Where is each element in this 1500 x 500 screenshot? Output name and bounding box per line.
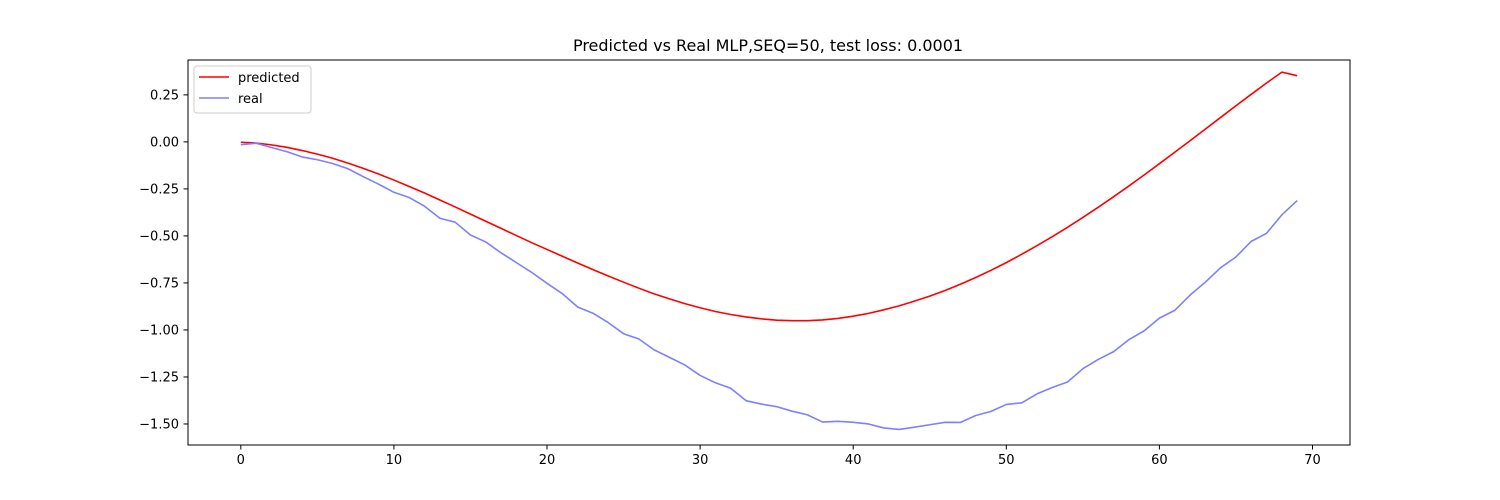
y-tick-label-5: −1.00 <box>139 323 179 338</box>
legend-label-real: real <box>238 92 263 107</box>
plot-frame <box>187 59 1351 446</box>
y-tick-label-2: −0.25 <box>139 182 179 197</box>
y-axis: 0.25 0.00 −0.25 −0.50 −0.75 −1.00 −1.25 −1.50 <box>139 88 188 432</box>
series-layer <box>240 71 1298 431</box>
series-line-predicted <box>240 71 1298 322</box>
x-tick-label-4: 40 <box>845 453 862 468</box>
x-tick-label-5: 50 <box>998 453 1015 468</box>
x-tick-label-2: 20 <box>539 453 556 468</box>
y-tick-label-7: −1.50 <box>139 417 179 432</box>
x-tick-label-7: 70 <box>1304 453 1321 468</box>
y-tick-label-1: 0.00 <box>150 135 179 150</box>
chart-title: Predicted vs Real MLP,SEQ=50, test loss:… <box>573 36 963 55</box>
legend-label-predicted: predicted <box>238 71 300 86</box>
y-tick-label-3: −0.50 <box>139 229 179 244</box>
x-tick-label-6: 60 <box>1151 453 1168 468</box>
x-tick-label-0: 0 <box>237 453 245 468</box>
x-tick-label-3: 30 <box>692 453 709 468</box>
y-tick-label-6: −1.25 <box>139 370 179 385</box>
x-tick-label-1: 10 <box>386 453 403 468</box>
series-line-real <box>240 142 1298 431</box>
y-tick-label-4: −0.75 <box>139 276 179 291</box>
y-tick-label-0: 0.25 <box>150 88 179 103</box>
legend: predicted real <box>193 65 312 114</box>
x-axis: 0 10 20 30 40 50 60 70 <box>237 445 1321 468</box>
